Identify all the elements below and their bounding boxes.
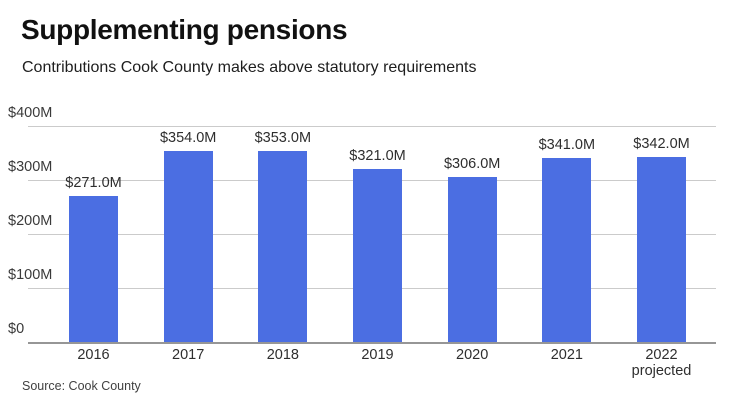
bar (69, 195, 118, 342)
x-tick-year: 2018 (266, 347, 299, 363)
x-tick-year: 2017 (172, 347, 205, 363)
x-tick-year: 2019 (361, 347, 394, 363)
x-tick-label: 2017 (141, 347, 235, 363)
x-tick-label: 2018 (236, 347, 330, 363)
bar (163, 150, 213, 342)
y-tick-label: $100M (8, 267, 53, 283)
x-tick-label: 2020 (425, 347, 519, 363)
y-tick-label: $200M (8, 213, 53, 229)
bar (447, 176, 497, 342)
gridline (28, 126, 716, 127)
bar-value-label: $306.0M (443, 155, 501, 172)
source-note: Source: Cook County (22, 379, 141, 393)
x-tick-label: 2021 (520, 347, 614, 363)
y-tick-label: $0 (8, 321, 25, 337)
chart-title: Supplementing pensions (21, 14, 348, 45)
bar (353, 168, 402, 342)
bar-value-label: $353.0M (254, 130, 312, 147)
bar-value-label: $271.0M (65, 174, 122, 191)
x-tick-label: 2022 projected (615, 347, 709, 379)
x-tick-year: 2021 (550, 347, 583, 363)
bar-value-label: $342.0M (633, 136, 690, 153)
x-tick-year: 2022 (645, 347, 678, 363)
x-tick-note: projected (631, 363, 692, 379)
bar (637, 157, 686, 342)
bar (542, 157, 592, 342)
chart-subtitle: Contributions Cook County makes above st… (22, 59, 477, 76)
bar (258, 151, 308, 342)
x-tick-label: 2019 (331, 347, 425, 363)
bar-value-label: $341.0M (538, 136, 596, 153)
y-tick-label: $400M (8, 105, 53, 121)
x-axis-line (28, 342, 716, 344)
y-tick-label: $300M (8, 159, 53, 175)
x-tick-year: 2016 (77, 347, 110, 363)
bar-value-label: $354.0M (159, 129, 217, 146)
x-tick-year: 2020 (456, 347, 489, 363)
x-tick-label: 2016 (47, 347, 141, 363)
bar-value-label: $321.0M (349, 147, 406, 164)
